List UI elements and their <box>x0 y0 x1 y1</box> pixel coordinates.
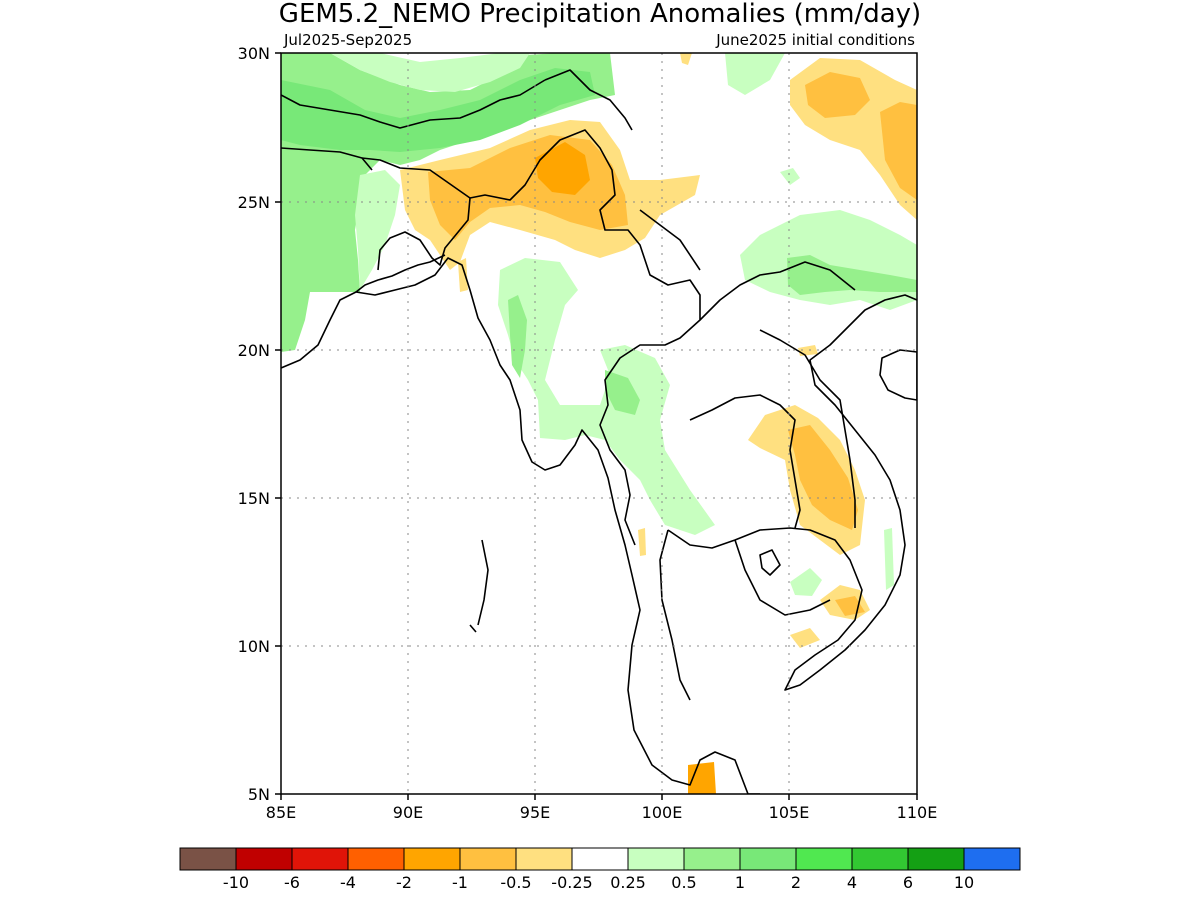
border-vietnam-laos <box>759 329 856 528</box>
map-ticks <box>275 52 918 800</box>
coastline-andaman <box>469 539 489 633</box>
x-axis-labels: 85E 90E 95E 100E 105E 110E <box>266 803 938 822</box>
border-china-north <box>544 69 701 271</box>
colorbar-swatch <box>515 847 573 871</box>
colorbar-swatch <box>347 847 405 871</box>
y-tick-label: 20N <box>238 341 270 360</box>
colorbar-swatch <box>739 847 797 871</box>
wet-area-cambodia <box>790 568 822 596</box>
wet-area-laos-core <box>787 255 917 295</box>
colorbar-label: -1 <box>452 873 468 892</box>
dry-area-sumatra <box>688 762 716 794</box>
wet-area-vietnam-coast <box>884 528 894 590</box>
x-tick-label: 85E <box>266 803 296 822</box>
colorbar-label: -10 <box>223 873 249 892</box>
lake-tonle-sap <box>759 549 781 576</box>
colorbar: -10 -6 -4 -2 -1 -0.5 -0.25 0.25 0.5 1 2 4 6 10 <box>179 847 1021 892</box>
wet-area-myanmar-core <box>508 295 527 378</box>
colorbar-label: -0.5 <box>500 873 531 892</box>
y-tick-label: 5N <box>248 785 270 804</box>
y-tick-label: 30N <box>238 44 270 63</box>
coastline-hainan <box>879 349 917 401</box>
colorbar-swatch <box>851 847 909 871</box>
colorbar-swatch <box>963 847 1021 871</box>
map-area: 85E 90E 95E 100E 105E 110E 5N 10N 15N 20… <box>238 44 938 822</box>
colorbar-swatch <box>179 847 237 871</box>
y-tick-label: 25N <box>238 193 270 212</box>
y-tick-label: 15N <box>238 489 270 508</box>
colorbar-label: 10 <box>954 873 974 892</box>
x-tick-label: 95E <box>520 803 550 822</box>
colorbar-swatch <box>683 847 741 871</box>
wet-area-bengal-fringe <box>355 170 400 290</box>
dry-area-laos-moderate <box>788 425 858 530</box>
border-cambodia <box>734 539 831 616</box>
colorbar-swatch <box>795 847 853 871</box>
dry-area-china-east-moderate <box>805 72 870 118</box>
colorbar-swatch <box>291 847 349 871</box>
period-subtitle: Jul2025-Sep2025 <box>283 31 412 49</box>
map-frame <box>280 52 918 795</box>
border-india-myanmar <box>469 129 701 546</box>
wet-area-northwest-light <box>330 53 530 92</box>
wet-area-core <box>281 68 595 152</box>
initial-conditions-subtitle: June2025 initial conditions <box>715 31 915 49</box>
map-gridlines <box>281 53 917 794</box>
anomaly-shading <box>281 53 917 794</box>
colorbar-label: -0.25 <box>551 873 592 892</box>
map-title: GEM5.2_NEMO Precipitation Anomalies (mm/… <box>279 0 921 29</box>
coastline-mainland <box>281 257 917 794</box>
colorbar-swatch <box>907 847 965 871</box>
y-axis-labels: 5N 10N 15N 20N 25N 30N <box>238 44 270 804</box>
colorbar-label: 6 <box>903 873 913 892</box>
colorbar-label: -6 <box>284 873 300 892</box>
x-tick-label: 90E <box>393 803 423 822</box>
coastlines-borders <box>281 69 917 794</box>
x-tick-label: 110E <box>897 803 938 822</box>
dry-area-china-east-moderate-2 <box>880 102 917 200</box>
colorbar-swatch <box>235 847 293 871</box>
colorbar-label: -2 <box>396 873 412 892</box>
colorbar-label: 0.25 <box>610 873 646 892</box>
dry-area-small-3 <box>638 528 646 556</box>
colorbar-label: 0.5 <box>671 873 696 892</box>
border-laos-thailand <box>689 261 856 529</box>
dry-area-china-north <box>680 53 692 65</box>
colorbar-label: 4 <box>847 873 857 892</box>
colorbar-swatch <box>571 847 629 871</box>
wet-area-small-1 <box>780 168 800 185</box>
dry-area-small-4 <box>458 258 468 292</box>
wet-area-china-south <box>725 53 785 95</box>
border-india-north <box>281 147 373 171</box>
dry-area-mekong <box>790 628 820 648</box>
coastline-bengal-delta <box>355 254 446 293</box>
x-tick-label: 105E <box>769 803 810 822</box>
colorbar-label: 1 <box>735 873 745 892</box>
dry-area-assam-core <box>535 142 590 195</box>
colorbar-swatch <box>459 847 517 871</box>
colorbar-swatch <box>403 847 461 871</box>
x-tick-label: 100E <box>642 803 683 822</box>
y-tick-label: 10N <box>238 637 270 656</box>
colorbar-label: 2 <box>791 873 801 892</box>
colorbar-label: -4 <box>340 873 356 892</box>
wet-area-thailand-core <box>605 370 640 415</box>
colorbar-swatch <box>627 847 685 871</box>
border-india-nepal <box>281 79 546 129</box>
